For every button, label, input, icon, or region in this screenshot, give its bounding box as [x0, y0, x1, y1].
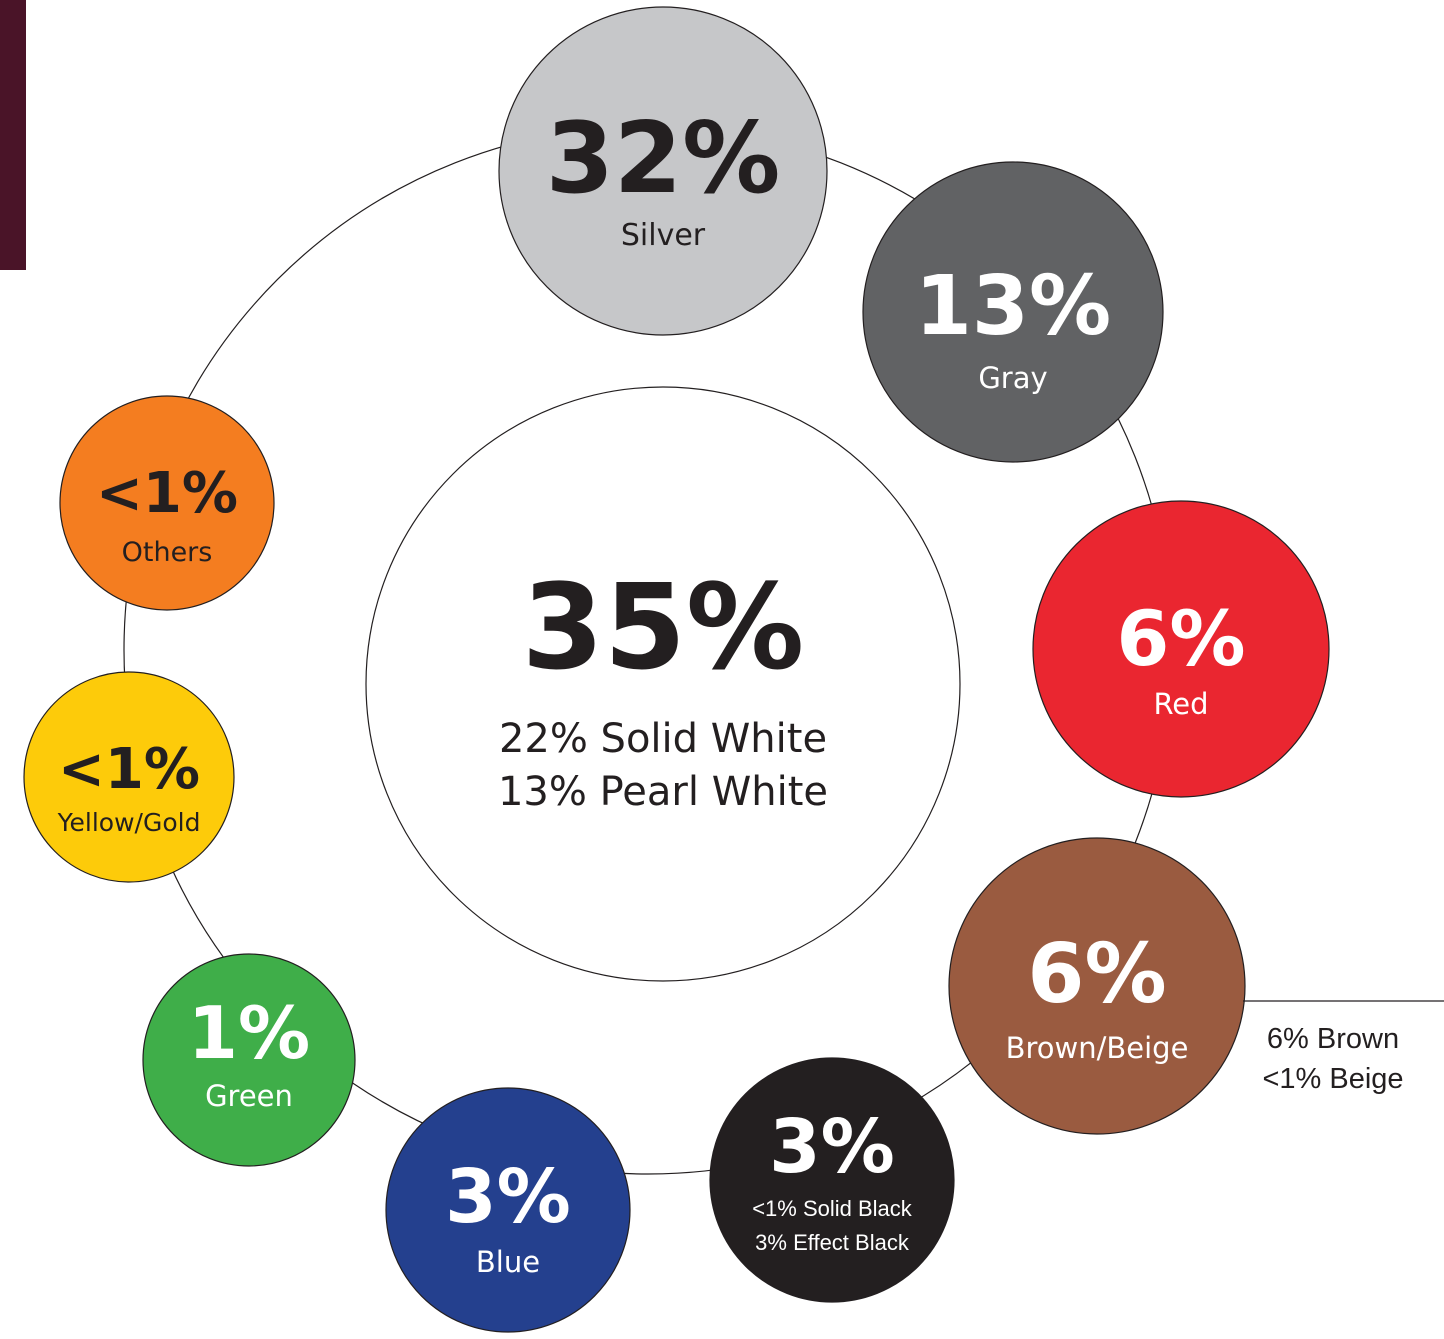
bubbles-group: 32%Silver 13% Gray 6% Red 6% Brown/Beige 3% <1% …: [23, 6, 1330, 1333]
bubble-sub-item-4-0: <1% Solid Black: [752, 1196, 913, 1221]
bubble-percent-brown-beige: 6%: [1027, 927, 1166, 1022]
bubble-sub-item-4-1: 3% Effect Black: [755, 1230, 910, 1255]
bubble-brown-beige: [948, 837, 1246, 1135]
bubble-label-gray: Gray: [978, 361, 1047, 395]
bubble-percent-green: 1%: [188, 991, 310, 1075]
bubble-percent-yellow-gold: <1%: [58, 737, 200, 802]
bubble-percent-others: <1%: [96, 461, 238, 526]
bubble-label-yellow-gold: Yellow/Gold: [57, 808, 201, 837]
bubble-percent-silver: 32%: [546, 102, 781, 216]
bubble-percent-red: 6%: [1116, 594, 1245, 683]
bubble-label-silver: Silver: [621, 218, 706, 253]
brown-beige-sub-2: <1% Beige: [1262, 1063, 1403, 1095]
center-percent: 35%: [522, 558, 804, 696]
bubble-label-red: Red: [1153, 687, 1208, 721]
bubble-label-others: Others: [122, 537, 213, 568]
accent-bar: [0, 0, 26, 270]
bubble-red: [1032, 500, 1330, 798]
bubble-others: [59, 395, 275, 611]
bubble-percent-gray: 13%: [915, 259, 1111, 354]
center-line-2: 13% Pearl White: [498, 769, 828, 815]
bubble-green: [142, 953, 356, 1167]
bubble-label-brown-beige: Brown/Beige: [1006, 1031, 1189, 1065]
center-circle: [365, 386, 961, 982]
bubble-label-green: Green: [205, 1079, 293, 1113]
bubble-label-blue: Blue: [476, 1245, 540, 1279]
bubble-percent-blue: 3%: [445, 1154, 571, 1240]
bubble-silver: [498, 6, 828, 336]
bubble-item-4: [709, 1057, 955, 1303]
bubble-yellow-gold: [23, 671, 235, 883]
bubble-blue: [385, 1087, 631, 1333]
brown-beige-sub-1: 6% Brown: [1267, 1023, 1399, 1055]
bubble-percent-item-4: 3%: [769, 1104, 895, 1190]
center-line-1: 22% Solid White: [499, 716, 827, 762]
bubble-gray: [862, 161, 1164, 463]
